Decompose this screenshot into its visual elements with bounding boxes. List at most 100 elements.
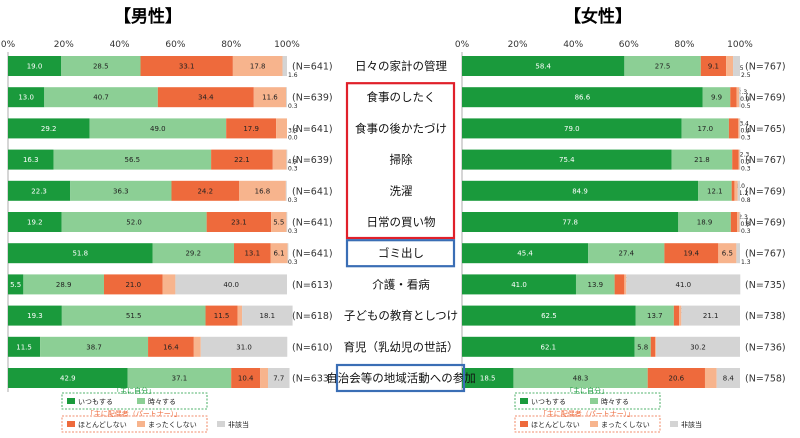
chart-title: 【女性】 bbox=[564, 6, 632, 27]
bar-segment-3 bbox=[650, 336, 656, 357]
bar-segment-2 bbox=[681, 118, 729, 139]
bar-segment-2 bbox=[127, 368, 232, 388]
data-label: 48.3 bbox=[573, 375, 589, 383]
data-label: 0.3 bbox=[741, 166, 751, 173]
bar-segment-1 bbox=[462, 56, 625, 76]
x-tick-label: 0% bbox=[455, 40, 470, 50]
data-label: 40.7 bbox=[93, 94, 109, 102]
data-label: 19.3 bbox=[27, 312, 43, 320]
data-label: 19.4 bbox=[684, 250, 700, 258]
bar-segment-1 bbox=[462, 305, 636, 326]
bar-segment-1 bbox=[462, 212, 679, 232]
x-tick-label: 40% bbox=[110, 40, 130, 50]
bar-segment-2 bbox=[624, 56, 701, 76]
bar-segment-1 bbox=[8, 243, 153, 264]
bar-segment-4 bbox=[239, 180, 286, 201]
data-label: 9.1 bbox=[708, 63, 719, 71]
bar-segment-4 bbox=[718, 243, 737, 264]
data-label: 13.9 bbox=[588, 281, 604, 289]
bar-segment-3 bbox=[103, 274, 163, 295]
data-label: 75.4 bbox=[559, 156, 575, 164]
highlight-box-blue bbox=[345, 239, 456, 268]
highlight-box-red bbox=[345, 82, 456, 240]
n-count-label: (N=641) bbox=[292, 186, 333, 197]
data-label: 0.3 bbox=[288, 197, 298, 204]
legend-label: いつもする bbox=[531, 398, 566, 406]
bar-segment-2 bbox=[44, 87, 158, 108]
bar-segment-2 bbox=[698, 180, 732, 201]
data-label: 5.5 bbox=[10, 281, 21, 289]
bar-segment-3 bbox=[730, 87, 737, 108]
data-label: 16.4 bbox=[163, 343, 179, 351]
bar-segment-5 bbox=[626, 274, 741, 295]
data-label: 18.1 bbox=[260, 312, 276, 320]
data-label: 38.7 bbox=[86, 343, 102, 351]
bar-segment-5 bbox=[175, 274, 287, 295]
data-label: 37.1 bbox=[172, 375, 188, 383]
bar-segment-5 bbox=[286, 212, 288, 232]
x-tick-label: 20% bbox=[508, 40, 528, 50]
data-label: 2.3 bbox=[738, 89, 748, 96]
data-label: 8.4 bbox=[723, 375, 735, 383]
data-label: 20.6 bbox=[669, 375, 685, 383]
legend-swatch bbox=[670, 421, 678, 427]
bar-segment-1 bbox=[462, 243, 589, 264]
bar-segment-2 bbox=[70, 180, 172, 201]
bar-segment-2 bbox=[61, 56, 141, 76]
category-label: 日々の家計の管理 bbox=[355, 59, 447, 73]
bar-segment-5 bbox=[287, 243, 289, 264]
bar-segment-3 bbox=[206, 212, 272, 232]
data-label: 1.6 bbox=[288, 72, 298, 79]
data-label: 11.5 bbox=[16, 343, 32, 351]
bar-segment-1 bbox=[8, 212, 62, 232]
bar-segment-5 bbox=[681, 305, 740, 326]
n-count-label: (N=641) bbox=[292, 218, 333, 229]
bar-segment-1 bbox=[462, 180, 699, 201]
bar-segment-5 bbox=[739, 118, 741, 139]
bar-segment-2 bbox=[634, 336, 651, 357]
data-label: 18.5 bbox=[480, 375, 496, 383]
bar-segment-3 bbox=[171, 180, 240, 201]
n-count-label: (N=641) bbox=[292, 62, 333, 73]
bar-segment-4 bbox=[736, 87, 740, 108]
bar-segment-4 bbox=[704, 368, 717, 388]
n-count-label: (N=735) bbox=[745, 280, 786, 291]
data-label: 36.3 bbox=[113, 187, 129, 195]
n-count-label: (N=613) bbox=[292, 280, 333, 291]
data-label: 52.0 bbox=[126, 219, 142, 227]
bar-segment-1 bbox=[8, 118, 90, 139]
category-label: 食事の後かたづけ bbox=[355, 121, 447, 135]
bar-segment-5 bbox=[739, 149, 741, 170]
x-tick-label: 100% bbox=[727, 40, 753, 50]
bar-segment-5 bbox=[737, 180, 740, 201]
bar-segment-2 bbox=[702, 87, 731, 108]
legend-swatch bbox=[590, 421, 598, 427]
data-label: 24.2 bbox=[197, 187, 213, 195]
bar-segment-3 bbox=[211, 149, 273, 170]
bar-segment-5 bbox=[286, 149, 288, 170]
bar-segment-4 bbox=[726, 56, 734, 76]
bar-segment-5 bbox=[733, 56, 740, 76]
n-count-label: (N=738) bbox=[745, 311, 786, 322]
legend-label: まったくしない bbox=[148, 421, 197, 429]
bar-segment-1 bbox=[8, 274, 24, 295]
data-label: 28.5 bbox=[93, 63, 109, 71]
bar-segment-1 bbox=[8, 87, 45, 108]
bar-segment-3 bbox=[728, 118, 739, 139]
n-count-label: (N=767) bbox=[745, 155, 786, 166]
data-label: 17.9 bbox=[243, 125, 259, 133]
bar-segment-5 bbox=[242, 305, 293, 326]
data-label: 6.5 bbox=[722, 250, 733, 258]
category-label: 自治会等の地域活動への参加 bbox=[326, 371, 476, 385]
n-count-label: (N=765) bbox=[745, 124, 786, 135]
x-tick-label: 0% bbox=[1, 40, 16, 50]
data-label: 1.0 bbox=[735, 183, 745, 190]
category-label: 掃除 bbox=[390, 153, 413, 167]
data-label: 0.3 bbox=[288, 166, 298, 173]
legend-label: 時々する bbox=[148, 398, 176, 406]
data-label: 31.0 bbox=[236, 343, 252, 351]
highlight-box-blue bbox=[335, 363, 466, 393]
data-label: 62.5 bbox=[541, 312, 557, 320]
bar-segment-3 bbox=[226, 118, 277, 139]
